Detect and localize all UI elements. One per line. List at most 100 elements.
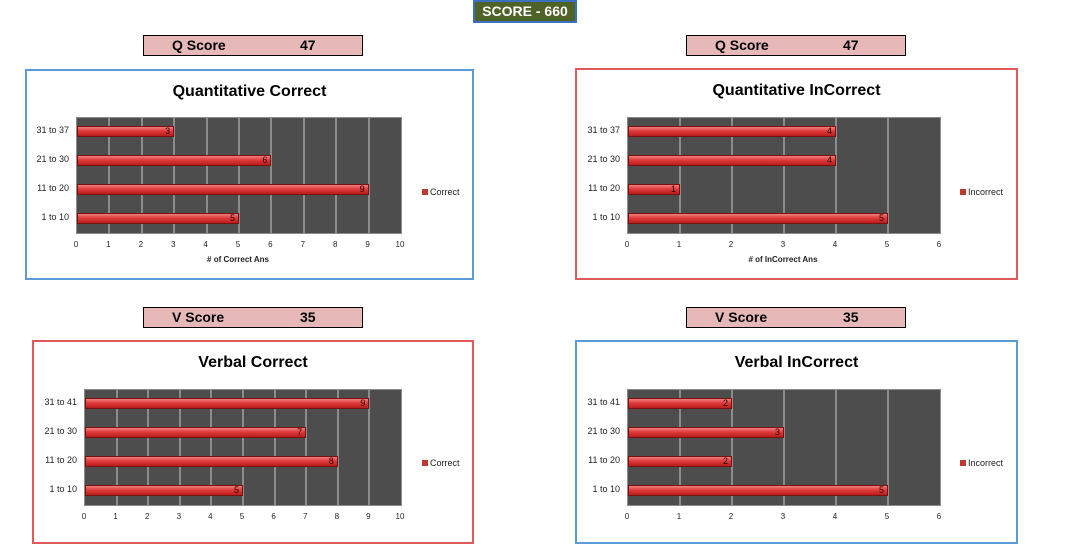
x-tick-label: 9 [366, 512, 371, 521]
gridline [887, 118, 889, 233]
gridline [242, 390, 244, 505]
bar-value-label: 2 [722, 398, 728, 409]
x-tick-label: 5 [884, 512, 890, 521]
gridline [336, 390, 339, 505]
x-tick-label: 2 [728, 512, 734, 521]
gridline [173, 118, 176, 233]
x-tick-label: 1 [676, 512, 682, 521]
x-tick-label: 2 [138, 240, 144, 249]
legend-swatch-icon [422, 460, 428, 466]
gridline [783, 390, 785, 505]
chart-quantitative-correct: Quantitative Correct 3 6 9 5 0 1 2 3 4 5 6 7 8 9 10 31 t… [25, 69, 474, 280]
x-tick-label: 3 [170, 240, 176, 249]
gridline [835, 118, 837, 233]
chart-title: Verbal InCorrect [734, 354, 859, 371]
bar-value-label: 9 [359, 183, 365, 194]
category-label: 11 to 20 [37, 182, 69, 193]
score-label: Q Score [172, 37, 226, 53]
x-tick-label: 5 [239, 512, 245, 521]
legend: Incorrect [960, 187, 1003, 197]
chart-title: Quantitative Correct [172, 83, 327, 100]
x-tick-label: 10 [395, 240, 405, 249]
category-label: 1 to 10 [592, 483, 620, 494]
score-value: 35 [300, 309, 316, 325]
gridline [270, 118, 273, 233]
gridline [140, 118, 143, 233]
legend-swatch-icon [960, 460, 966, 466]
x-tick-label: 5 [884, 240, 890, 249]
bar-value-label: 8 [328, 455, 334, 466]
category-label: 31 to 37 [36, 125, 69, 136]
category-label: 11 to 20 [45, 454, 77, 465]
legend-label: Incorrect [968, 458, 1004, 468]
legend-label: Incorrect [968, 187, 1004, 197]
x-tick-label: 6 [268, 240, 273, 249]
bar: 9 [77, 183, 369, 195]
x-tick-label: 3 [780, 512, 786, 521]
x-tick-label: 0 [624, 240, 630, 249]
bar: 1 [628, 183, 680, 195]
legend-label: Correct [430, 187, 460, 197]
chart-title: Quantitative InCorrect [712, 82, 881, 99]
bar-value-label: 5 [878, 484, 884, 495]
x-axis-label: # of InCorrect Ans [748, 255, 818, 264]
bar: 5 [628, 212, 888, 224]
gridline [731, 390, 733, 505]
gridline [367, 118, 370, 233]
x-tick-label: 4 [832, 240, 838, 249]
category-label: 31 to 41 [587, 397, 620, 408]
bar: 7 [85, 427, 307, 439]
x-tick-label: 6 [271, 512, 276, 521]
plot-area: 2 3 2 5 [627, 389, 941, 506]
gridline [679, 390, 681, 505]
gridline [835, 390, 837, 505]
x-tick-label: 3 [780, 240, 786, 249]
bar: 3 [77, 126, 175, 138]
legend: Correct [422, 458, 460, 468]
bar-value-label: 4 [826, 155, 832, 166]
x-tick-label: 0 [73, 240, 79, 249]
legend: Incorrect [960, 458, 1003, 468]
score-label: V Score [172, 309, 225, 325]
bar: 2 [628, 398, 732, 410]
chart-title: Verbal Correct [198, 354, 308, 371]
gridline [238, 118, 240, 233]
gridline [210, 390, 213, 505]
chart-verbal-correct: Verbal Correct 9 7 8 5 0 1 2 3 4 5 6 7 8 9 10 31 to 41 21… [32, 340, 474, 544]
bar: 4 [628, 126, 836, 138]
legend-swatch-icon [422, 189, 428, 195]
gridline [731, 118, 733, 233]
gridline [302, 118, 305, 233]
score-label: Q Score [715, 37, 769, 53]
x-tick-label: 1 [106, 240, 111, 249]
gridline [679, 118, 681, 233]
bar-value-label: 1 [670, 183, 676, 194]
category-label: 31 to 37 [587, 125, 620, 136]
bar-value-label: 9 [360, 398, 366, 409]
v-score-box-right: V Score 35 [686, 307, 906, 328]
x-tick-label: 5 [235, 240, 241, 249]
gridline [147, 390, 150, 505]
bar: 3 [628, 427, 784, 439]
x-tick-label: 2 [144, 512, 150, 521]
plot-area: 9 7 8 5 [84, 389, 402, 506]
chart-quantitative-incorrect: Quantitative InCorrect 4 4 1 5 0 1 2 3 4 5 6 31 to 3… [575, 68, 1018, 280]
x-tick-label: 10 [395, 512, 405, 521]
bar-value-label: 2 [722, 455, 728, 466]
bar: 9 [85, 398, 370, 410]
gridline [783, 118, 785, 233]
x-axis-label: # of Correct Ans [207, 255, 269, 264]
bar: 5 [628, 484, 888, 496]
x-tick-label: 2 [728, 240, 734, 249]
x-tick-label: 8 [332, 240, 338, 249]
gridline [273, 390, 276, 505]
x-tick-label: 0 [624, 512, 630, 521]
gridline [108, 118, 111, 233]
x-tick-label: 9 [365, 240, 370, 249]
x-tick-label: 8 [334, 512, 340, 521]
category-label: 31 to 41 [44, 397, 77, 408]
category-label: 21 to 30 [44, 426, 77, 437]
gridline [305, 390, 308, 505]
bar: 6 [77, 155, 272, 167]
x-tick-label: 6 [936, 512, 942, 521]
